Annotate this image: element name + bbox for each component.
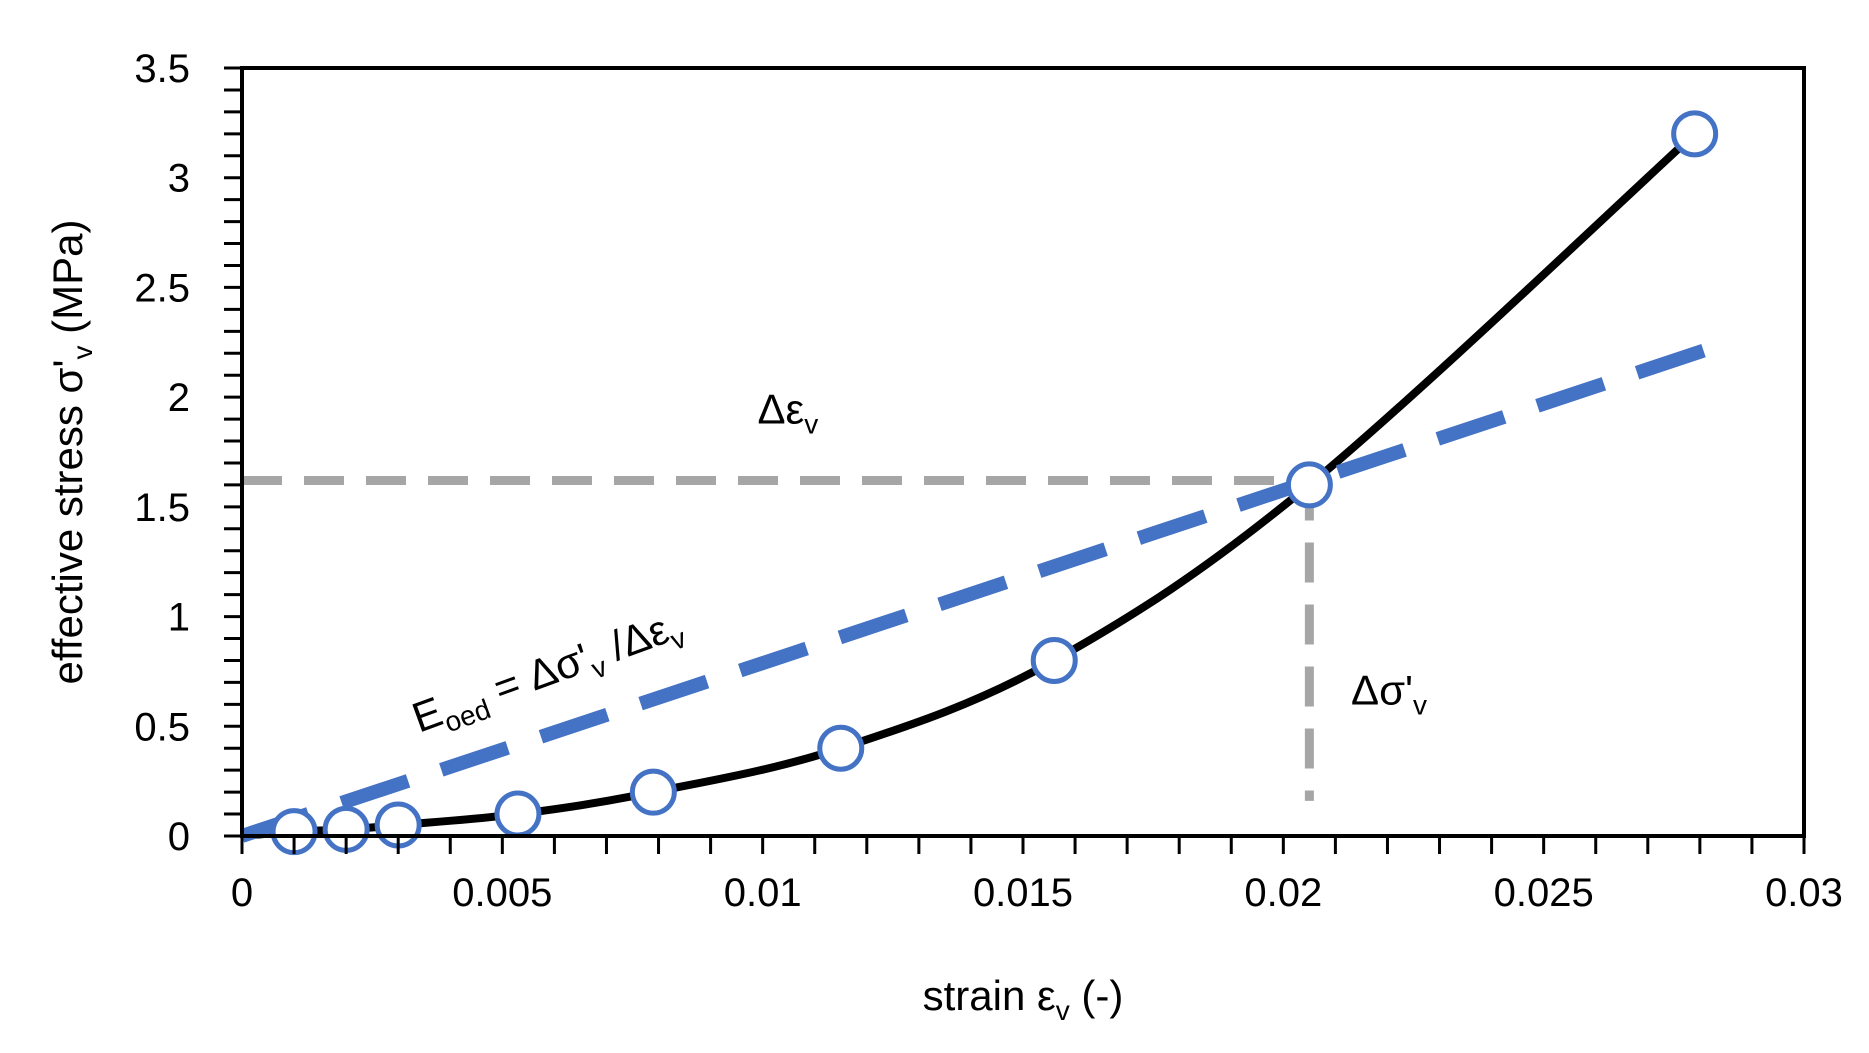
y-tick-label: 1.5: [134, 486, 190, 530]
y-tick-label: 3: [168, 157, 190, 201]
delta-stress-label: Δσ'v: [1351, 666, 1427, 720]
reference-lines: [242, 476, 1314, 801]
data-point: [629, 768, 677, 816]
y-tick-label: 2.5: [134, 266, 190, 310]
x-tick-label: 0.01: [724, 871, 802, 915]
x-tick-label: 0: [231, 871, 253, 915]
data-point: [494, 790, 542, 838]
y-axis-title: effective stress σ'v (MPa): [44, 220, 98, 685]
x-tick-label: 0.02: [1244, 871, 1322, 915]
delta-strain-label: Δεv: [757, 385, 818, 439]
tick-labels: 0 0.005 0.01 0.015 0.02 0.025 0.03 0 0.5 1 1.5 2 2.5…: [134, 47, 1843, 915]
x-tick-label: 0.015: [973, 871, 1073, 915]
axis-ticks: [224, 66, 1806, 854]
data-point: [1285, 461, 1333, 509]
oedometer-modulus-label: Eoed = Δσ'v /Δεv: [406, 600, 690, 747]
x-tick-label: 0.005: [452, 871, 552, 915]
secant-dashed-line: [239, 340, 1718, 843]
y-tick-label: 3.5: [134, 47, 190, 91]
y-tick-label: 2: [168, 376, 190, 420]
y-tick-label: 1: [168, 596, 190, 640]
marker-layer: [270, 110, 1719, 856]
data-point: [1030, 636, 1078, 684]
y-tick-label: 0: [168, 815, 190, 859]
x-tick-label: 0.025: [1494, 871, 1594, 915]
data-point: [1671, 110, 1719, 158]
y-tick-label: 0.5: [134, 705, 190, 749]
x-axis-title: strain εv (-): [923, 972, 1124, 1026]
data-point: [817, 724, 865, 772]
x-tick-label: 0.03: [1765, 871, 1843, 915]
